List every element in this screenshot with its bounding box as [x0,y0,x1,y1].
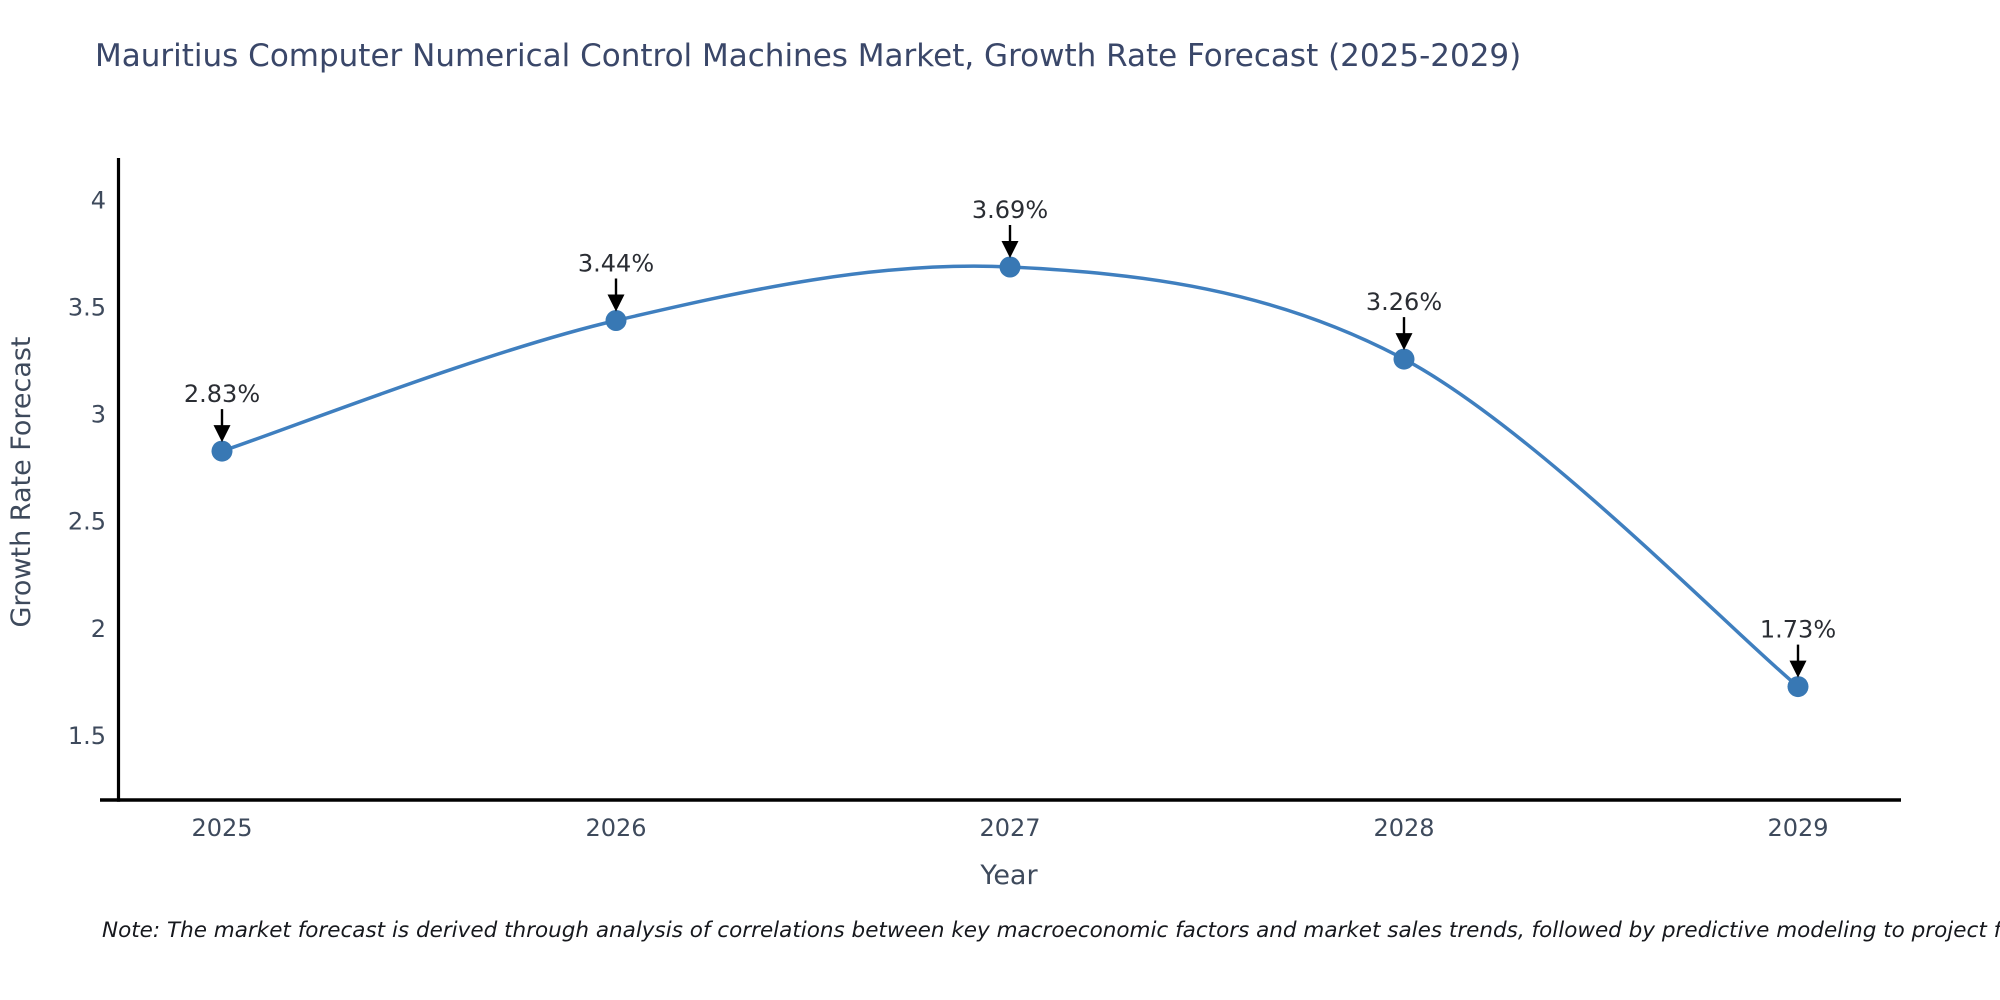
x-tick-label: 2025 [191,814,252,842]
annotation-arrowhead-icon [1001,241,1019,258]
data-point-marker[interactable] [999,256,1021,278]
data-point-label: 2.83% [184,380,260,408]
footnote: Note: The market forecast is derived thr… [102,918,2000,943]
data-point-label: 3.26% [1366,288,1442,316]
y-tick-label: 3.5 [68,294,106,322]
x-tick-label: 2028 [1373,814,1434,842]
data-point-marker[interactable] [211,440,233,462]
forecast-line [220,264,1800,689]
data-point-marker[interactable] [605,310,627,331]
annotation-arrowhead-icon [607,294,625,312]
y-tick-label: 2.5 [68,508,106,536]
y-tick-label: 2 [91,615,106,643]
y-tick-label: 1.5 [68,722,106,750]
annotation-arrowhead-icon [1789,660,1807,678]
y-tick-label: 3 [91,401,106,429]
data-point-label: 3.44% [578,250,654,278]
y-tick-label: 4 [91,187,106,215]
x-axis-tick-labels: 2025 2026 2027 2028 2029 [191,814,1828,842]
x-tick-label: 2027 [979,814,1040,842]
chart-title: Mauritius Computer Numerical Control Mac… [95,38,1522,74]
annotation-arrowhead-icon [1395,333,1413,351]
annotation-arrowhead-icon [213,425,231,443]
data-point-label: 1.73% [1760,616,1836,644]
data-point-marker[interactable] [1787,676,1809,698]
data-point-marker[interactable] [1393,348,1415,370]
point-annotations: 2.83% 3.44% 3.69% 3.26% 1.73% [184,196,1836,678]
x-axis-title: Year [979,860,1038,891]
x-tick-label: 2026 [585,814,646,842]
data-point-label: 3.69% [972,196,1048,224]
x-tick-label: 2029 [1767,814,1828,842]
y-axis-title: Growth Rate Forecast [6,336,37,627]
forecast-line-series [211,256,1809,698]
y-axis-tick-labels: 4 3.5 3 2.5 2 1.5 [68,187,106,750]
